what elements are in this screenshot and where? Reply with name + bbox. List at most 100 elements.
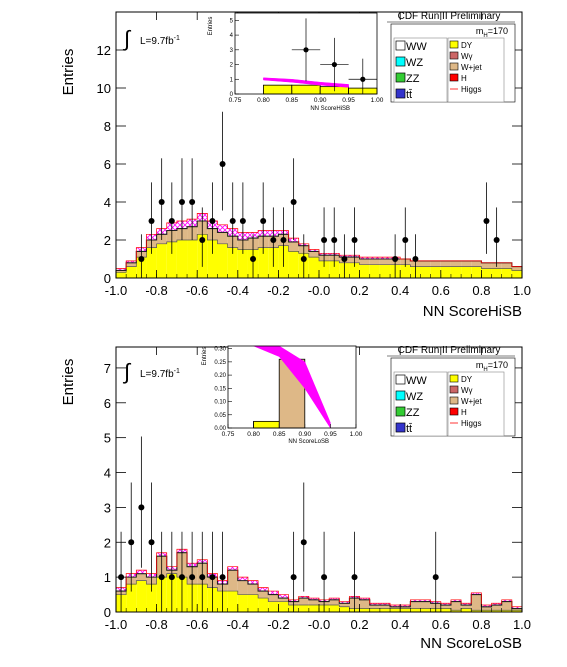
main-plot-hisb: -1.0 -0.8 -0.6 -0.4 -0.2 -0.0 0.2 0.4 0.6 0.8 1.00…: [97, 11, 531, 298]
wjet-bin: [379, 605, 391, 609]
dy-bin: [491, 610, 502, 612]
wjet-bin: [247, 584, 259, 595]
dy-bin: [450, 610, 462, 612]
y-tick-label: 1: [104, 570, 111, 585]
wjet-bin: [298, 598, 309, 606]
panel-hisb: -1.0 -0.8 -0.6 -0.4 -0.2 -0.0 0.2 0.4 0.6 0.8 1.00…: [60, 11, 531, 320]
legend-swatch-ww: [395, 40, 406, 51]
dy-bin: [369, 608, 380, 612]
y-tick-label: 6: [104, 157, 111, 172]
dy-bin: [400, 264, 411, 278]
inset-y-title: Entries: [202, 347, 208, 366]
higgs-band-bin: [268, 591, 279, 595]
dy-bin: [511, 270, 522, 278]
lumi-text: L=9.7fb-1: [140, 368, 180, 380]
dy-bin: [390, 608, 401, 612]
inset-dy-bin: [262, 84, 293, 95]
data-point: [321, 237, 328, 243]
wjet-bin: [237, 580, 248, 595]
experiment-label: CDF Run II Preliminary: [398, 345, 501, 356]
higgs-band-bin: [440, 603, 451, 606]
legend-label-dy: DY: [461, 375, 473, 384]
y-tick-label: 4: [104, 195, 111, 210]
legend-swatch-dy: [449, 374, 459, 383]
inset-x-tick-label: 0.90: [314, 97, 327, 104]
dy-bin: [176, 240, 188, 278]
y-tick-label: 5: [104, 431, 111, 446]
legend-label-h: H: [461, 408, 467, 417]
legend-label-ww: WW: [406, 41, 427, 53]
dy-bin: [511, 610, 522, 612]
dy-bin: [461, 266, 472, 278]
legend-left-box: WW WZ ZZ tt̄: [393, 371, 448, 437]
higgs-band-bin: [227, 566, 238, 571]
dy-bin: [359, 264, 370, 278]
data-point: [168, 574, 175, 581]
wjet-bin: [481, 262, 492, 269]
inset-y-tick-label: 0.20: [214, 373, 226, 379]
inset-higgs-band: [263, 77, 349, 88]
y-tick-label: 2: [104, 535, 111, 550]
wjet-bin: [278, 598, 289, 602]
wjet-bin: [440, 605, 451, 609]
dy-bin: [379, 608, 391, 612]
wjet-bin: [339, 603, 350, 607]
wjet-bin: [450, 260, 462, 267]
legend-label-zz: ZZ: [406, 73, 420, 85]
data-point: [209, 218, 216, 224]
legend-label-dy: DY: [461, 41, 473, 50]
data-point: [351, 574, 358, 581]
wjet-bin: [116, 270, 127, 273]
wjet-bin: [217, 232, 228, 244]
inset-dy-bin: [291, 84, 321, 95]
wjet-bin: [390, 606, 401, 609]
dy-bin: [420, 266, 431, 278]
inset-x-tick-label: 0.80: [247, 431, 260, 438]
wjet-bin: [410, 601, 421, 609]
higgs-band-bin: [450, 599, 462, 602]
higgs-band-bin: [471, 592, 482, 595]
dy-bin: [166, 241, 177, 278]
dy-bin: [247, 594, 259, 612]
mass-label: mH=170: [476, 360, 508, 373]
data-point: [290, 574, 297, 581]
higgs-outline: [115, 548, 523, 612]
higgs-band-bin: [369, 257, 380, 259]
legend-label-wg: Wγ: [461, 52, 473, 61]
wjet-bin: [400, 606, 411, 609]
inset-x-tick-label: 1.00: [371, 97, 384, 104]
legend-label-wg: Wγ: [461, 386, 473, 395]
legend-label-zz: ZZ: [406, 407, 420, 419]
higgs-band-bin: [400, 605, 411, 607]
inset-data-point: [303, 47, 309, 53]
legend-swatch-ww: [395, 374, 406, 385]
inset-y-tick-label: 0.15: [214, 386, 226, 392]
data-point: [199, 574, 206, 581]
lumi-label: ∫ L=9.7fb-1: [122, 26, 180, 51]
mass-label: mH=170: [476, 26, 508, 39]
dy-bin: [491, 268, 502, 278]
experiment-label: CDF Run II Preliminary: [398, 11, 501, 22]
data-point: [483, 218, 490, 224]
data-point: [189, 199, 196, 205]
dy-bin: [156, 243, 167, 278]
data-point: [341, 256, 348, 262]
inset-x-tick-label: 0.75: [222, 431, 235, 438]
dy-bin: [369, 264, 380, 278]
inset-y-title: Entries: [208, 17, 214, 36]
dy-bin: [298, 605, 309, 612]
data-point: [402, 237, 409, 243]
dy-bin: [379, 264, 391, 278]
higgs-band-bin: [511, 606, 522, 609]
legend-label-wjet: W+jet: [461, 63, 482, 72]
inset-y-tick-label: 3: [230, 48, 234, 54]
higgs-band-bin: [126, 260, 137, 263]
higgs-band-bin: [359, 257, 370, 259]
x-tick-label: -1.0: [105, 283, 127, 298]
data-point: [290, 199, 297, 205]
legend-right-box: DY Wγ W+jet H Higgs: [447, 37, 505, 103]
x-tick-label: 1.0: [513, 283, 531, 298]
higgs-band-bin: [379, 257, 391, 259]
legend-hisb: mH=170 WW WZ ZZ tt̄ DY Wγ W+jet: [390, 23, 516, 103]
y-tick-label: 3: [104, 500, 111, 515]
